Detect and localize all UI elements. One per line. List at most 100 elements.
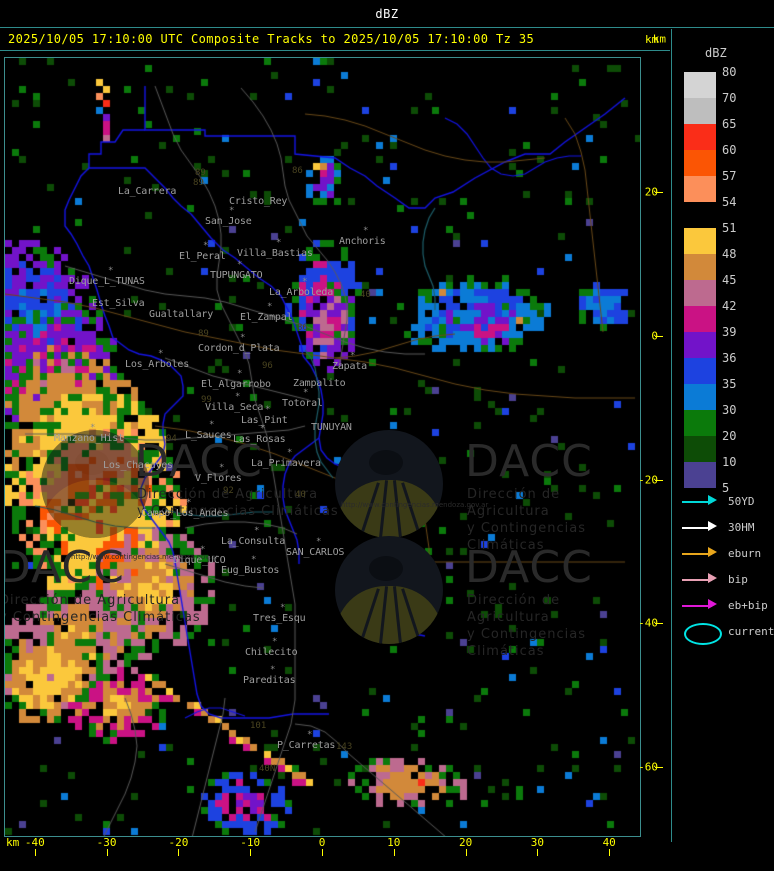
x-axis-tick-label: 20 [458, 836, 473, 849]
window-title: dBZ [375, 6, 399, 21]
x-axis-tick [178, 849, 180, 856]
map-place-label: Campo_Los_Andes [141, 508, 229, 519]
map-road-label: 89 [193, 178, 204, 188]
radar-header-strip: 2025/10/05 17:10:00 UTC Composite Tracks… [0, 29, 670, 51]
track-arrowhead-icon [708, 495, 717, 505]
dbz-scale-swatch [684, 384, 716, 410]
y-axis-tick [655, 479, 663, 481]
map-station-marker-icon: * [254, 526, 260, 536]
map-place-label: Pareditas [243, 675, 296, 686]
map-place-label: La_Carrera [118, 186, 177, 197]
map-station-marker-icon: * [276, 238, 282, 248]
dbz-scale-swatch [684, 436, 716, 462]
dbz-scale-label: 70 [722, 91, 737, 105]
map-station-marker-icon: * [237, 369, 243, 379]
map-station-marker-icon: * [200, 545, 206, 555]
x-axis-tick-label: 40 [602, 836, 616, 849]
track-arrowhead-icon [708, 573, 717, 583]
map-station-marker-icon: * [237, 260, 243, 270]
radar-header-unit: km [645, 33, 659, 46]
map-station-marker-icon: * [203, 241, 209, 251]
map-place-label: Villa_Bastias [237, 248, 313, 259]
radar-map[interactable]: DACC Dirección de Agricultura y Continge… [4, 57, 641, 837]
dbz-scale-label: 51 [722, 221, 737, 235]
map-place-label: V_Flores [195, 473, 242, 484]
dbz-scale-swatch [684, 98, 716, 124]
track-arrow-icon [682, 605, 712, 607]
y-axis-tick-label: 0 [651, 329, 658, 343]
dbz-scale-swatch [684, 410, 716, 436]
map-road-label: 86 [297, 323, 308, 333]
map-place-label: Los_Chacayes [103, 460, 173, 471]
dbz-scale-label: 20 [722, 429, 737, 443]
dbz-scale-swatch [684, 306, 716, 332]
map-place-label: TUPUNGATO [210, 270, 263, 281]
x-axis-tick [322, 849, 323, 856]
map-station-marker-icon: * [209, 420, 215, 430]
map-place-label: L_Sauces [185, 430, 232, 441]
y-axis-tick-label: -40 [638, 616, 658, 630]
dbz-scale-label: 65 [722, 117, 737, 131]
dbz-scale-label: 5 [722, 481, 730, 495]
track-legend-label: 30HM [728, 521, 755, 534]
x-axis-tick-label: -10 [240, 836, 261, 849]
map-station-marker-icon: * [229, 206, 235, 216]
map-station-marker-icon: * [363, 226, 369, 236]
legend-title: dBZ [705, 46, 727, 60]
x-axis-unit: km [6, 836, 20, 849]
track-legend-item: 30HM [672, 515, 774, 541]
map-road-label: 40 [295, 490, 306, 500]
map-station-marker-icon: * [240, 333, 246, 343]
track-legend-item: 50YD [672, 489, 774, 515]
legend-panel: dBZ 50YD 30HM eburn bip eb+bip current 80 70 65… [671, 29, 774, 842]
map-place-label: SAN_CARLOS [286, 547, 345, 558]
dbz-scale-swatch [684, 462, 716, 488]
x-axis-tick-label: -30 [96, 836, 117, 849]
dbz-scale-label: 57 [722, 169, 737, 183]
map-road-label: 40 [360, 290, 371, 300]
y-axis-tick [655, 192, 663, 194]
x-axis-tick [34, 849, 36, 856]
map-place-label: El_Zampal [240, 312, 293, 323]
dbz-scale-swatch [684, 358, 716, 384]
map-station-marker-icon: * [270, 665, 276, 675]
map-road-label: 40N [259, 764, 276, 774]
map-road-label: 101 [250, 721, 267, 731]
dbz-scale-swatch [684, 72, 716, 98]
map-place-label: Eug_Bustos [221, 565, 280, 576]
map-station-marker-icon: * [90, 423, 96, 433]
y-axis-tick-label: 20 [644, 185, 658, 199]
map-place-label: El_Algarrobo [201, 379, 271, 390]
map-station-marker-icon: * [303, 388, 309, 398]
dbz-scale-label: 48 [722, 247, 737, 261]
dbz-scale-label: 42 [722, 299, 737, 313]
map-place-label: Dique_UCO [173, 555, 226, 566]
map-road-label: 94 [166, 434, 177, 444]
track-legend-item: bip [672, 567, 774, 593]
map-station-marker-icon: * [302, 277, 308, 287]
x-axis-tick [465, 849, 467, 856]
map-station-marker-icon: * [108, 266, 114, 276]
y-axis-tick [655, 623, 663, 625]
track-arrow-icon [682, 579, 712, 581]
track-arrowhead-icon [708, 599, 717, 609]
map-place-label: Cordon_d_Plata [198, 343, 280, 354]
dbz-scale-label: 10 [722, 455, 737, 469]
radar-header-text: 2025/10/05 17:10:00 UTC Composite Tracks… [8, 32, 535, 46]
map-place-label: Totoral [282, 398, 323, 409]
map-place-label: San_Jose [205, 216, 252, 227]
map-place-label: Las_Pint [241, 415, 288, 426]
map-vector-layer [5, 58, 640, 836]
dbz-scale-swatch [684, 254, 716, 280]
map-station-marker-icon: * [251, 555, 257, 565]
x-axis-tick-label: -40 [24, 836, 45, 849]
dbz-scale-swatch [684, 176, 716, 202]
map-station-marker-icon: * [307, 730, 313, 740]
track-legend-label: bip [728, 573, 748, 586]
map-road-label: 96 [262, 361, 273, 371]
y-axis-tick-label: -20 [638, 473, 658, 487]
map-place-label: Zapata [332, 361, 367, 372]
track-arrow-icon [682, 553, 712, 555]
dbz-scale-label: 30 [722, 403, 737, 417]
map-road-label: 89 [198, 329, 209, 339]
